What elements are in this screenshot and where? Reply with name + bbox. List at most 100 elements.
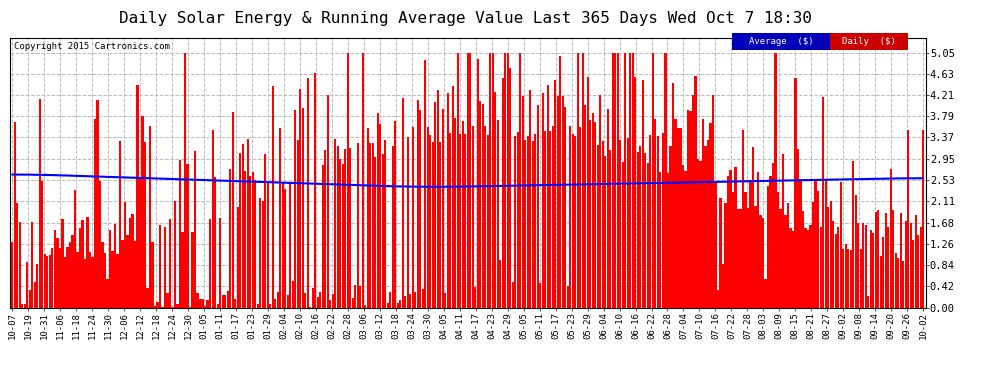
Bar (607, 109, 609, 307)
Bar (292, 281, 294, 308)
Bar (184, 53, 186, 308)
Bar (449, 133, 451, 308)
Bar (374, 157, 376, 308)
Bar (58, 248, 61, 308)
Bar (640, 146, 642, 308)
Bar (497, 120, 499, 308)
Bar (484, 126, 486, 308)
Bar (276, 291, 278, 308)
Bar (762, 218, 764, 308)
Bar (732, 192, 734, 308)
Bar (169, 219, 171, 308)
Bar (124, 202, 126, 308)
Bar (730, 170, 732, 308)
Bar (752, 147, 754, 308)
Bar (101, 242, 104, 308)
Bar (222, 296, 224, 307)
Bar (430, 135, 432, 308)
Bar (917, 235, 919, 308)
Bar (314, 73, 316, 308)
Bar (544, 131, 546, 308)
Bar (414, 292, 417, 308)
Bar (859, 249, 861, 308)
Bar (792, 231, 794, 308)
Bar (822, 97, 824, 308)
Bar (554, 80, 556, 308)
Bar (882, 237, 884, 308)
Bar (710, 123, 712, 308)
Bar (922, 130, 925, 308)
Bar (266, 183, 268, 308)
Bar (487, 135, 489, 308)
Bar (289, 183, 291, 308)
Bar (577, 53, 579, 308)
Bar (594, 122, 596, 308)
Bar (627, 138, 629, 308)
Bar (166, 293, 168, 308)
Bar (327, 94, 329, 308)
Bar (351, 298, 353, 307)
Bar (651, 53, 654, 308)
Bar (746, 208, 749, 308)
Bar (179, 160, 181, 308)
Bar (535, 134, 537, 308)
Bar (459, 134, 461, 308)
Bar (202, 299, 204, 307)
Bar (47, 256, 49, 308)
Bar (832, 221, 835, 308)
Bar (340, 159, 342, 308)
Bar (679, 128, 681, 308)
Bar (11, 242, 14, 308)
Bar (159, 225, 161, 308)
Bar (514, 136, 517, 308)
Bar (345, 149, 346, 308)
Bar (251, 172, 253, 308)
Bar (454, 118, 456, 308)
Bar (522, 96, 524, 308)
Bar (239, 153, 242, 308)
Bar (196, 293, 199, 308)
Bar (644, 153, 646, 308)
Bar (322, 165, 324, 308)
Bar (227, 291, 229, 308)
Bar (682, 165, 684, 308)
Bar (199, 299, 201, 307)
Bar (312, 288, 314, 308)
Bar (494, 92, 496, 308)
Bar (32, 222, 34, 308)
Bar (204, 306, 206, 308)
Bar (630, 53, 632, 308)
Bar (672, 83, 674, 308)
Bar (319, 292, 321, 308)
Bar (99, 181, 101, 308)
Bar (625, 53, 627, 308)
Bar (17, 202, 19, 308)
Bar (186, 164, 189, 308)
Bar (632, 53, 634, 308)
Bar (837, 227, 840, 308)
Bar (884, 213, 887, 308)
Bar (174, 201, 176, 308)
Bar (677, 128, 679, 308)
Bar (79, 228, 81, 308)
Bar (831, 33, 908, 50)
Bar (810, 225, 812, 308)
Bar (849, 250, 851, 308)
Bar (261, 201, 263, 308)
Bar (757, 172, 759, 308)
Bar (407, 136, 409, 308)
Bar (76, 252, 78, 308)
Bar (432, 142, 434, 308)
Bar (324, 150, 327, 308)
Bar (830, 201, 832, 308)
Bar (817, 190, 819, 308)
Bar (22, 304, 24, 307)
Bar (795, 78, 797, 308)
Bar (219, 218, 221, 308)
Bar (825, 181, 827, 308)
Bar (827, 207, 830, 308)
Bar (89, 252, 91, 308)
Bar (722, 264, 724, 308)
Bar (51, 248, 53, 308)
Bar (209, 219, 211, 308)
